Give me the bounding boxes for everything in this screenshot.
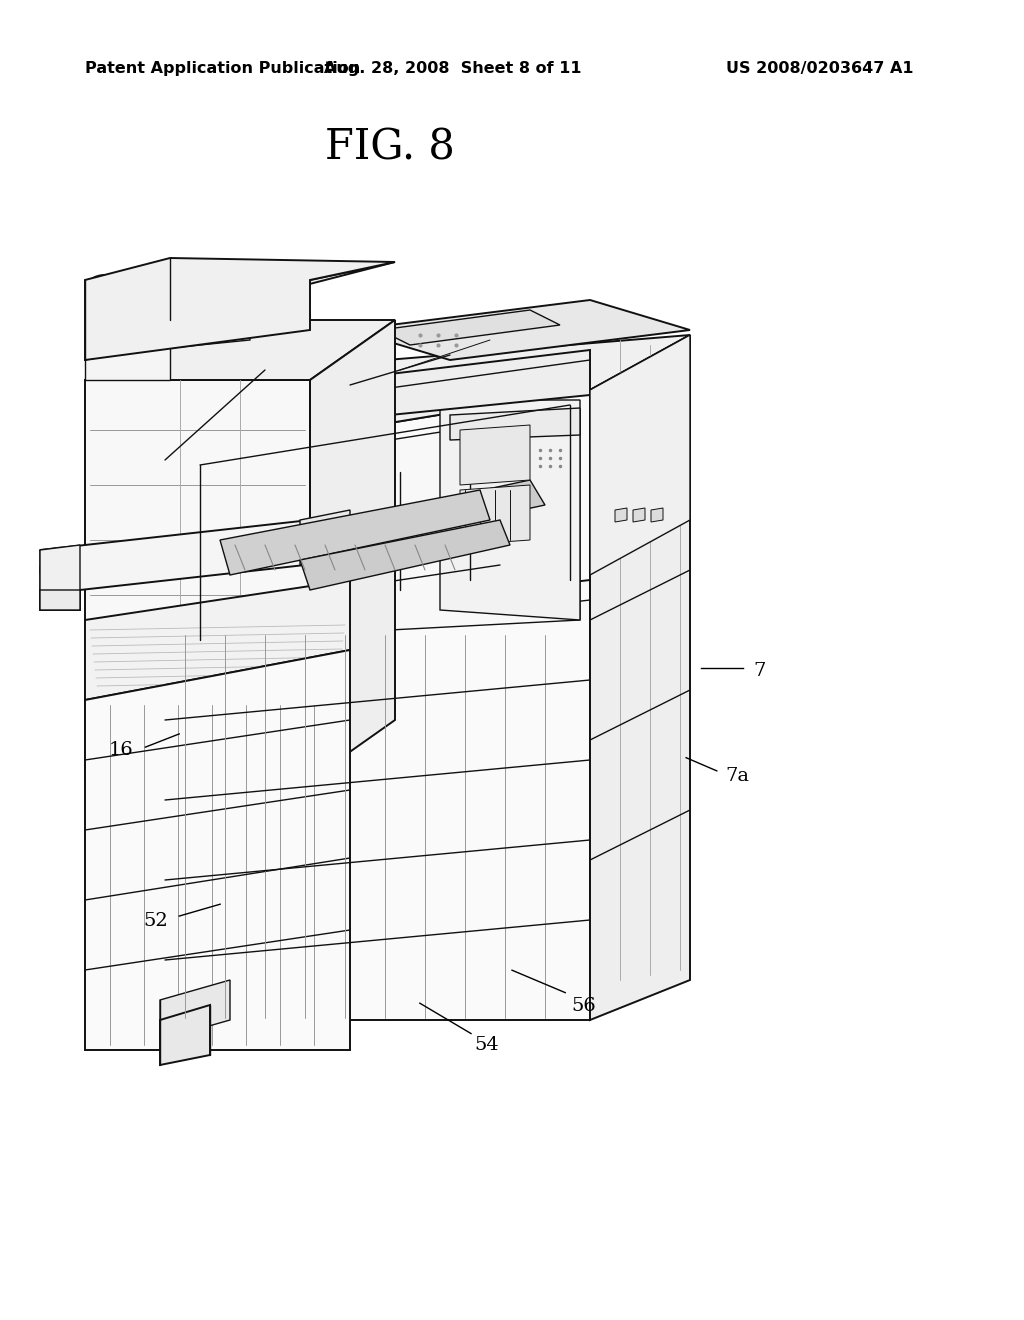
Polygon shape: [85, 319, 170, 380]
Text: 7: 7: [754, 661, 766, 680]
Polygon shape: [460, 425, 530, 484]
Polygon shape: [380, 310, 560, 345]
Text: 54: 54: [474, 1036, 499, 1055]
Polygon shape: [300, 520, 510, 590]
Polygon shape: [100, 310, 250, 355]
Text: FIG. 8: FIG. 8: [326, 127, 455, 169]
Polygon shape: [40, 545, 80, 590]
Polygon shape: [310, 319, 395, 780]
Polygon shape: [85, 380, 310, 780]
Text: Aug. 28, 2008  Sheet 8 of 11: Aug. 28, 2008 Sheet 8 of 11: [325, 61, 582, 75]
Polygon shape: [230, 500, 470, 570]
Polygon shape: [85, 579, 350, 700]
Polygon shape: [615, 508, 627, 521]
Polygon shape: [450, 408, 580, 440]
Polygon shape: [350, 300, 690, 360]
Polygon shape: [40, 550, 80, 610]
Polygon shape: [165, 335, 690, 459]
Polygon shape: [40, 520, 350, 590]
Polygon shape: [85, 319, 395, 380]
Polygon shape: [85, 257, 395, 360]
Polygon shape: [165, 389, 590, 1020]
Text: 56: 56: [571, 997, 596, 1015]
Polygon shape: [220, 490, 490, 576]
Polygon shape: [165, 380, 340, 465]
Polygon shape: [40, 590, 80, 610]
Polygon shape: [390, 480, 545, 535]
Text: 52: 52: [143, 912, 168, 931]
Polygon shape: [85, 649, 350, 1049]
Polygon shape: [300, 510, 350, 565]
Polygon shape: [340, 350, 590, 420]
Polygon shape: [160, 979, 230, 1040]
Text: Patent Application Publication: Patent Application Publication: [85, 61, 360, 75]
Polygon shape: [440, 400, 580, 620]
Polygon shape: [590, 335, 690, 1020]
Text: US 2008/0203647 A1: US 2008/0203647 A1: [726, 61, 913, 75]
Polygon shape: [200, 411, 580, 640]
Text: 7a: 7a: [725, 767, 750, 785]
Text: 16: 16: [109, 741, 133, 759]
Polygon shape: [160, 1005, 210, 1065]
Polygon shape: [590, 335, 690, 576]
Polygon shape: [460, 484, 530, 545]
Polygon shape: [90, 261, 395, 319]
Polygon shape: [651, 508, 663, 521]
Polygon shape: [633, 508, 645, 521]
Polygon shape: [200, 455, 340, 640]
